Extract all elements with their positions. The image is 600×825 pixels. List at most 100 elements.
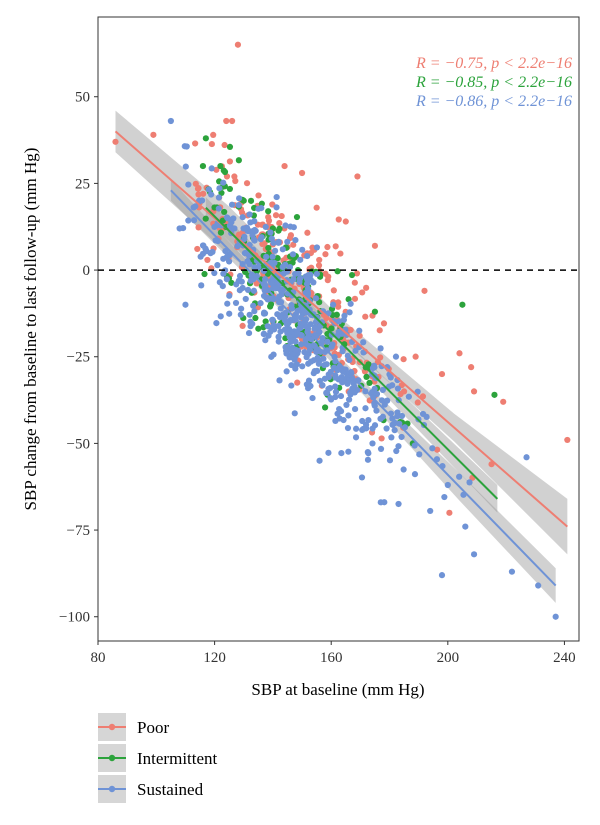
data-point-sustained — [282, 261, 289, 268]
data-point-poor — [150, 131, 157, 138]
data-point-poor — [330, 287, 337, 294]
data-point-poor — [337, 250, 344, 257]
data-point-sustained — [294, 330, 301, 337]
data-point-sustained — [255, 205, 262, 212]
data-point-sustained — [392, 353, 400, 360]
data-point-sustained — [247, 219, 254, 226]
data-point-sustained — [214, 262, 221, 269]
data-point-sustained — [246, 211, 253, 218]
data-point-sustained — [282, 222, 289, 229]
data-point-sustained — [294, 307, 301, 314]
data-point-poor — [351, 295, 359, 302]
data-point-sustained — [270, 322, 277, 329]
data-point-sustained — [216, 185, 223, 192]
data-point-sustained — [362, 421, 370, 428]
data-point-poor — [309, 244, 316, 251]
data-point-sustained — [273, 204, 280, 211]
data-point-poor — [213, 166, 220, 173]
data-point-poor — [456, 350, 463, 357]
data-point-poor — [243, 180, 251, 187]
data-point-sustained — [237, 311, 244, 318]
data-point-sustained — [198, 282, 205, 289]
y-axis-title: SBP change from baseline to last follow-… — [21, 148, 40, 511]
data-point-sustained — [270, 239, 277, 247]
data-point-sustained — [340, 316, 347, 323]
data-point-sustained — [289, 251, 297, 258]
data-point-sustained — [377, 445, 385, 453]
data-point-sustained — [223, 276, 230, 283]
data-point-sustained — [268, 259, 275, 266]
data-point-sustained — [444, 481, 451, 489]
data-point-sustained — [270, 351, 277, 358]
data-point-sustained — [234, 243, 241, 250]
data-point-intermittent — [366, 379, 373, 387]
data-point-sustained — [302, 316, 310, 323]
data-point-sustained — [205, 186, 213, 193]
data-point-sustained — [288, 382, 295, 389]
data-point-sustained — [328, 343, 335, 350]
data-point-sustained — [360, 339, 367, 346]
data-point-sustained — [247, 318, 254, 325]
data-point-sustained — [343, 401, 350, 409]
data-point-sustained — [369, 440, 376, 447]
data-point-sustained — [302, 336, 309, 343]
data-point-sustained — [292, 236, 299, 244]
y-tick-label: −75 — [67, 523, 90, 539]
data-point-sustained — [272, 247, 279, 254]
data-point-sustained — [262, 223, 269, 231]
data-point-sustained — [419, 410, 427, 418]
data-point-sustained — [364, 449, 371, 456]
data-point-sustained — [275, 338, 282, 345]
data-point-poor — [192, 140, 199, 147]
legend-label: Intermittent — [137, 749, 218, 768]
data-point-sustained — [378, 397, 386, 404]
data-point-poor — [342, 218, 349, 225]
data-point-sustained — [301, 349, 308, 356]
data-point-sustained — [323, 361, 330, 368]
data-point-sustained — [327, 394, 334, 402]
y-tick-label: −25 — [67, 350, 90, 366]
data-point-sustained — [379, 386, 386, 394]
data-point-sustained — [277, 305, 284, 312]
data-point-intermittent — [334, 268, 341, 275]
data-point-sustained — [167, 117, 174, 125]
data-point-sustained — [176, 225, 183, 232]
data-point-poor — [313, 204, 320, 211]
data-point-sustained — [335, 318, 343, 325]
data-point-sustained — [391, 427, 398, 434]
data-point-sustained — [236, 272, 244, 280]
x-tick-label: 200 — [437, 650, 460, 666]
data-point-sustained — [337, 392, 345, 400]
data-point-sustained — [346, 356, 353, 364]
data-point-intermittent — [262, 318, 269, 325]
data-point-sustained — [398, 433, 405, 441]
data-point-sustained — [394, 413, 401, 420]
data-point-sustained — [313, 270, 320, 278]
data-point-poor — [304, 229, 311, 236]
data-point-sustained — [275, 322, 282, 330]
data-point-sustained — [295, 270, 302, 277]
data-point-sustained — [470, 551, 478, 558]
data-point-sustained — [327, 368, 334, 375]
data-point-intermittent — [217, 229, 225, 236]
data-point-sustained — [208, 191, 215, 198]
data-point-sustained — [345, 448, 352, 455]
data-point-sustained — [466, 479, 473, 486]
data-point-poor — [362, 313, 369, 320]
data-point-sustained — [359, 417, 366, 425]
data-point-sustained — [316, 457, 323, 464]
data-point-sustained — [231, 225, 238, 232]
data-point-poor — [315, 262, 323, 269]
data-point-intermittent — [221, 168, 229, 176]
data-point-sustained — [236, 195, 243, 202]
data-point-sustained — [250, 236, 258, 243]
data-point-poor — [414, 399, 421, 406]
data-point-sustained — [346, 396, 353, 403]
data-point-poor — [255, 192, 262, 199]
data-point-sustained — [190, 217, 198, 224]
data-point-poor — [298, 169, 306, 177]
data-point-sustained — [377, 345, 384, 352]
data-point-poor — [265, 217, 273, 224]
data-point-poor — [200, 190, 207, 197]
y-tick-label: 50 — [75, 90, 90, 106]
